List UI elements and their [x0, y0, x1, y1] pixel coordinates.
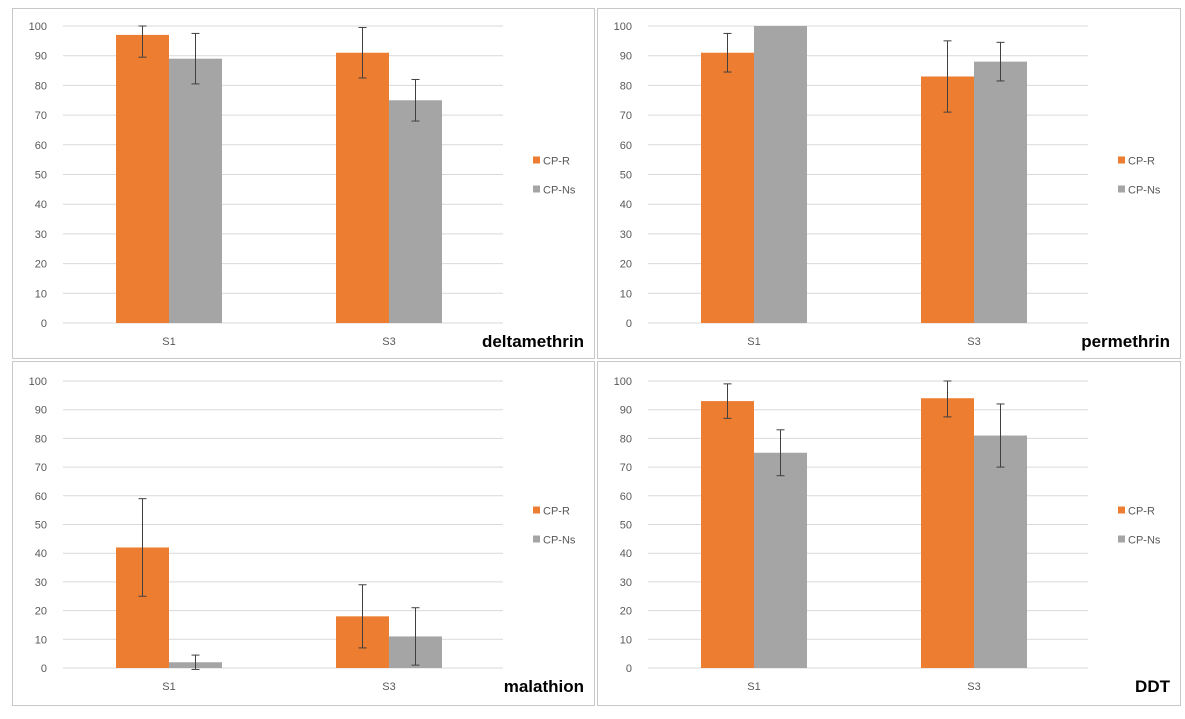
y-tick-label: 60	[620, 140, 632, 152]
bar-ddt-cp-ns-s1	[754, 452, 807, 668]
bar-permethrin-cp-ns-s3	[974, 61, 1027, 323]
chart-panel-permethrin: 0 10 20 30 40 50 60 70 80 90 100 S1 S3 CP-R CP-Ns perme…	[597, 8, 1181, 359]
y-tick-label: 50	[620, 170, 632, 182]
chart-title: deltamethrin	[482, 332, 584, 351]
y-tick-label: 90	[35, 51, 47, 63]
y-tick-label: 60	[620, 491, 632, 503]
y-tick-label: 50	[620, 520, 632, 532]
legend-label-cp-ns: CP-Ns	[543, 185, 576, 197]
y-tick-label: 20	[620, 606, 632, 618]
legend-swatch-cp-r	[1118, 506, 1125, 514]
y-tick-label: 10	[35, 288, 47, 300]
y-tick-label: 0	[41, 318, 47, 330]
x-category-label: S3	[967, 336, 980, 348]
legend-swatch-cp-r	[1118, 156, 1125, 164]
legend-swatch-cp-ns	[533, 185, 540, 193]
y-tick-label: 80	[35, 80, 47, 92]
y-tick-label: 80	[35, 433, 47, 445]
y-tick-label: 0	[41, 663, 47, 675]
y-tick-label: 30	[35, 577, 47, 589]
chart-svg-permethrin: 0 10 20 30 40 50 60 70 80 90 100 S1 S3 CP-R CP-Ns perme…	[614, 21, 1170, 351]
y-tick-label: 80	[620, 80, 632, 92]
bar-deltamethrin-cp-r-s3	[336, 52, 389, 323]
y-tick-label: 70	[35, 110, 47, 122]
chart-panel-malathion: 0 10 20 30 40 50 60 70 80 90 100 S1 S3 CP-R CP-Ns malat…	[12, 361, 595, 706]
y-tick-label: 100	[29, 21, 47, 33]
y-tick-label: 70	[35, 462, 47, 474]
x-category-label: S3	[382, 336, 395, 348]
y-tick-label: 30	[620, 229, 632, 241]
bar-deltamethrin-cp-r-s1	[116, 34, 169, 323]
x-category-label: S1	[747, 336, 760, 348]
x-category-label: S3	[967, 681, 980, 693]
y-tick-label: 90	[35, 405, 47, 417]
y-tick-label: 40	[35, 548, 47, 560]
y-tick-label: 20	[35, 259, 47, 271]
y-tick-label: 40	[620, 199, 632, 211]
bar-permethrin-cp-r-s1	[701, 52, 754, 323]
y-tick-label: 100	[29, 376, 47, 388]
legend-swatch-cp-ns	[1118, 535, 1125, 543]
y-tick-label: 0	[626, 663, 632, 675]
bar-ddt-cp-r-s3	[921, 398, 974, 668]
y-tick-label: 70	[620, 110, 632, 122]
chart-svg-deltamethrin: 0 10 20 30 40 50 60 70 80 90 100 S1 S3 CP-R CP-Ns delta…	[29, 21, 584, 351]
bar-deltamethrin-cp-ns-s1	[169, 58, 222, 324]
chart-panel-deltamethrin: 0 10 20 30 40 50 60 70 80 90 100 S1 S3 CP-R CP-Ns delta…	[12, 8, 595, 359]
y-tick-label: 20	[35, 606, 47, 618]
y-tick-label: 60	[35, 491, 47, 503]
bar-permethrin-cp-r-s3	[921, 76, 974, 324]
y-tick-label: 30	[35, 229, 47, 241]
chart-svg-malathion: 0 10 20 30 40 50 60 70 80 90 100 S1 S3 CP-R CP-Ns malat…	[29, 376, 584, 696]
y-tick-label: 90	[620, 405, 632, 417]
legend-label-cp-ns: CP-Ns	[543, 535, 576, 547]
legend-label-cp-ns: CP-Ns	[1128, 185, 1161, 197]
y-tick-label: 20	[620, 259, 632, 271]
legend-label-cp-r: CP-R	[543, 506, 570, 518]
chart-title: malathion	[504, 677, 584, 696]
x-category-label: S1	[162, 336, 175, 348]
bar-ddt-cp-ns-s3	[974, 435, 1027, 668]
chart-title: DDT	[1135, 677, 1171, 696]
chart-title: permethrin	[1081, 332, 1170, 351]
y-tick-label: 60	[35, 140, 47, 152]
y-tick-label: 40	[620, 548, 632, 560]
y-tick-label: 10	[620, 288, 632, 300]
x-category-label: S1	[747, 681, 760, 693]
chart-svg-ddt: 0 10 20 30 40 50 60 70 80 90 100 S1 S3 CP-R CP-Ns DDT	[614, 376, 1171, 696]
y-tick-label: 30	[620, 577, 632, 589]
legend-swatch-cp-r	[533, 506, 540, 514]
bar-ddt-cp-r-s1	[701, 401, 754, 668]
x-category-label: S3	[382, 681, 395, 693]
y-tick-label: 100	[614, 21, 632, 33]
chart-panel-ddt: 0 10 20 30 40 50 60 70 80 90 100 S1 S3 CP-R CP-Ns DDT	[597, 361, 1181, 706]
y-tick-label: 70	[620, 462, 632, 474]
legend-swatch-cp-r	[533, 156, 540, 164]
legend-label-cp-ns: CP-Ns	[1128, 535, 1161, 547]
y-tick-label: 50	[35, 520, 47, 532]
legend-label-cp-r: CP-R	[543, 156, 570, 168]
y-tick-label: 80	[620, 433, 632, 445]
y-tick-label: 90	[620, 51, 632, 63]
y-tick-label: 100	[614, 376, 632, 388]
y-tick-label: 10	[620, 634, 632, 646]
bar-permethrin-cp-ns-s1	[754, 26, 807, 323]
bar-deltamethrin-cp-ns-s3	[389, 100, 442, 323]
y-tick-label: 0	[626, 318, 632, 330]
legend-swatch-cp-ns	[533, 535, 540, 543]
legend-label-cp-r: CP-R	[1128, 506, 1155, 518]
legend-label-cp-r: CP-R	[1128, 156, 1155, 168]
y-tick-label: 50	[35, 170, 47, 182]
y-tick-label: 40	[35, 199, 47, 211]
legend-swatch-cp-ns	[1118, 185, 1125, 193]
x-category-label: S1	[162, 681, 175, 693]
y-tick-label: 10	[35, 634, 47, 646]
